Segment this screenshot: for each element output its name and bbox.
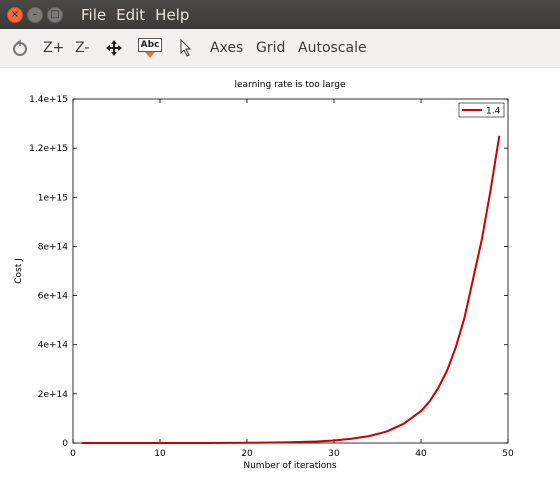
menu-help[interactable]: Help — [155, 5, 190, 24]
y-tick-label: 6e+14 — [38, 292, 69, 302]
pan-button[interactable] — [104, 38, 124, 58]
legend-label: 1.4 — [486, 107, 501, 117]
x-tick-label: 20 — [241, 449, 253, 459]
pan-arrows-icon — [106, 40, 122, 56]
maximize-window-button[interactable]: □ — [47, 6, 63, 23]
select-button[interactable] — [178, 38, 194, 58]
y-tick-label: 0 — [62, 439, 68, 449]
y-tick-label: 8e+14 — [38, 242, 69, 252]
axes-box — [72, 98, 509, 444]
x-tick-label: 30 — [328, 449, 340, 459]
x-axis-label: Number of iterations — [243, 461, 337, 471]
menu-edit[interactable]: Edit — [116, 5, 146, 24]
plot-svg: learning rate is too large 0 10 20 30 40 50 0… — [14, 80, 514, 471]
y-tick-label: 1.2e+15 — [29, 144, 68, 154]
x-tick-label: 50 — [502, 449, 514, 459]
rotate-button[interactable] — [10, 38, 30, 58]
figure-canvas: learning rate is too large 0 10 20 30 40 50 0… — [0, 68, 560, 489]
y-axis: 0 2e+14 4e+14 6e+14 8e+14 1e+15 1.2e+15 1.4e+15 — [29, 95, 508, 449]
menu: File Edit Help — [81, 6, 199, 24]
x-tick-label: 0 — [70, 449, 76, 459]
series-layer — [81, 135, 501, 444]
y-tick-label: 1e+15 — [38, 193, 68, 203]
autoscale-button[interactable]: Autoscale — [298, 40, 367, 56]
series-line — [81, 135, 501, 444]
y-tick-label: 1.4e+15 — [29, 95, 68, 105]
y-axis-label: Cost J — [14, 258, 24, 284]
x-axis: 0 10 20 30 40 50 — [70, 99, 514, 459]
pointer-cursor-icon — [180, 39, 192, 57]
menu-bar: × – □ File Edit Help — [0, 0, 560, 29]
close-window-button[interactable]: × — [7, 6, 23, 23]
x-tick-label: 10 — [154, 449, 166, 459]
x-tick-label: 40 — [415, 449, 427, 459]
zoom-in-button[interactable]: Z+ — [43, 40, 65, 56]
y-tick-label: 4e+14 — [38, 341, 69, 351]
insert-text-button[interactable]: Abc — [137, 34, 163, 62]
dropdown-arrow-icon — [145, 52, 155, 58]
figure-toolbar: Z+ Z- Abc Axes Grid Autoscale — [0, 29, 560, 68]
text-tool-icon: Abc — [137, 38, 163, 52]
menu-file[interactable]: File — [81, 5, 107, 24]
plot-title: learning rate is too large — [235, 80, 346, 90]
y-tick-label: 2e+14 — [38, 390, 69, 400]
axes-button[interactable]: Axes — [210, 40, 244, 56]
minimize-window-button[interactable]: – — [27, 6, 43, 23]
grid-button[interactable]: Grid — [256, 40, 286, 56]
rotate-icon — [13, 39, 27, 56]
legend: 1.4 — [458, 102, 505, 118]
zoom-out-button[interactable]: Z- — [75, 40, 90, 56]
